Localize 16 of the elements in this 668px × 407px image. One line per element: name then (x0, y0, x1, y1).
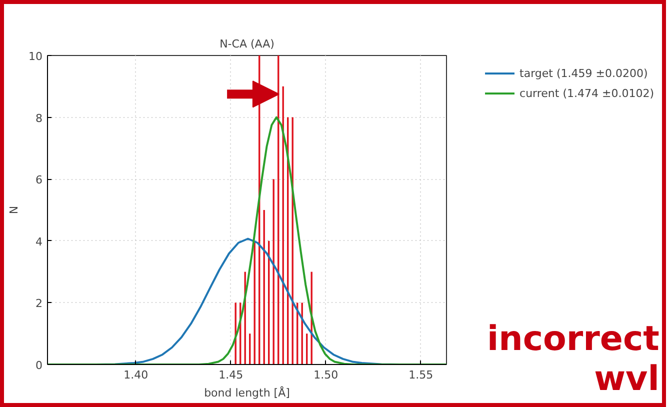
y-tick-label: 6 (36, 174, 42, 187)
y-tick-label: 10 (28, 50, 43, 63)
legend-label: target (1.459 ±0.0200) (520, 66, 648, 80)
x-tick-label: 1.55 (408, 368, 434, 382)
y-tick-label: 2 (36, 297, 42, 310)
legend-label: current (1.474 ±0.0102) (520, 86, 654, 100)
y-tick-label: 4 (36, 235, 42, 248)
chart-title: N-CA (AA) (220, 38, 274, 50)
x-tick-label: 1.40 (124, 368, 148, 382)
y-tick-label: 0 (36, 359, 42, 372)
y-tick-label: 8 (36, 112, 42, 125)
x-tick-label: 1.45 (218, 368, 244, 382)
x-tick-label: 1.50 (314, 368, 338, 382)
text: incorrect wvl (487, 319, 660, 399)
x-axis-title: bond length [Å] (204, 386, 290, 400)
y-axis-title: N (8, 206, 21, 214)
